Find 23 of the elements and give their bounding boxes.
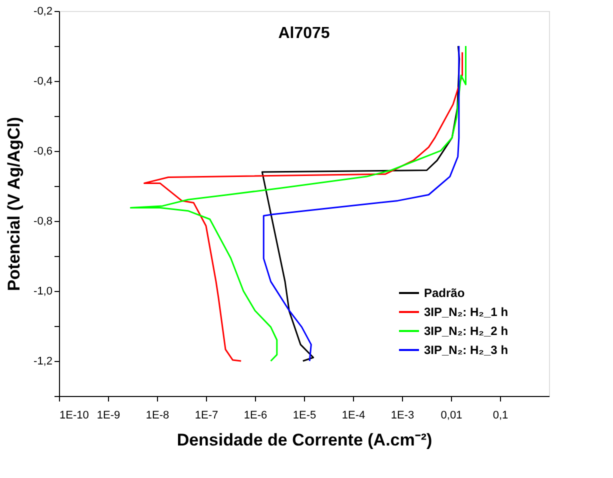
x-tick-label: 1E-10 bbox=[60, 410, 89, 422]
y-tick-label: -0,2 bbox=[34, 6, 52, 18]
x-axis-title: Densidade de Corrente (A.cm⁻²) bbox=[176, 430, 432, 450]
x-tick-label: 1E-4 bbox=[342, 410, 366, 422]
x-tick-label: 0,01 bbox=[440, 410, 462, 422]
y-tick-label: -1,0 bbox=[34, 286, 52, 298]
x-tick-label: 1E-3 bbox=[390, 410, 414, 422]
y-tick-label: -0,8 bbox=[34, 216, 52, 228]
x-tick-label: 1E-7 bbox=[194, 410, 218, 422]
x-tick-label: 1E-8 bbox=[146, 410, 170, 422]
text: Al7075 bbox=[278, 25, 330, 42]
y-tick-label: -0,4 bbox=[34, 76, 52, 88]
legend-label: 3IP_N₂: H₂_1 h bbox=[424, 305, 508, 319]
legend-label: 3IP_N₂: H₂_2 h bbox=[424, 324, 508, 338]
y-axis-title: Potencial (V Ag/AgCl) bbox=[4, 116, 24, 292]
legend-label: 3IP_N₂: H₂_3 h bbox=[424, 343, 508, 357]
y-tick-label: -0,6 bbox=[34, 146, 52, 158]
legend-label: Padrão bbox=[424, 286, 465, 300]
y-tick-label: -1,2 bbox=[34, 356, 52, 368]
x-tick-label: 1E-6 bbox=[244, 410, 268, 422]
x-tick-label: 1E-9 bbox=[96, 410, 120, 422]
x-tick-label: 0,1 bbox=[492, 410, 508, 422]
x-tick-label: 1E-5 bbox=[292, 410, 316, 422]
